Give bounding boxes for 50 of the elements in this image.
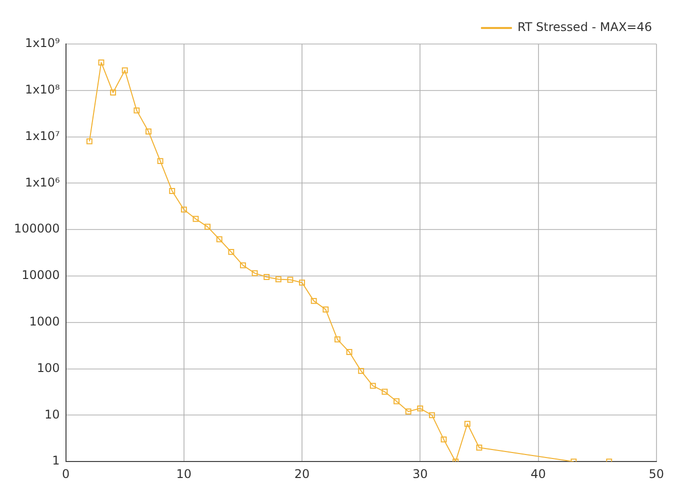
point — [110, 90, 116, 96]
point — [346, 349, 352, 355]
point — [216, 236, 222, 242]
point — [157, 158, 164, 164]
point — [122, 67, 128, 74]
y-tick-label: 1x10⁶ — [24, 175, 60, 190]
point — [405, 408, 412, 414]
point — [310, 298, 317, 304]
y-tick-label: 100000 — [14, 222, 60, 236]
point — [417, 405, 424, 412]
x-tick-label: 10 — [176, 466, 192, 481]
y-tick-label: 1 — [52, 454, 60, 468]
point — [180, 206, 187, 213]
y-tick-label: 1x10⁸ — [24, 82, 60, 97]
point — [146, 128, 152, 134]
point — [86, 138, 92, 144]
point — [334, 336, 340, 342]
point — [382, 388, 388, 395]
point — [192, 216, 199, 222]
x-tick-label: 20 — [294, 466, 310, 481]
y-tick-label: 10 — [44, 407, 60, 422]
y-tick-label: 1000 — [29, 314, 60, 329]
legend-label: RT Stressed - MAX=46 — [517, 20, 652, 34]
point — [464, 420, 470, 427]
y-tick-label: 1x10⁹ — [24, 36, 60, 50]
x-tick-label: 30 — [412, 466, 428, 481]
point — [370, 382, 376, 389]
point — [275, 276, 282, 282]
point — [228, 248, 234, 255]
point — [476, 444, 482, 451]
x-tick-label: 50 — [648, 466, 664, 481]
point — [322, 306, 329, 312]
point — [98, 59, 104, 66]
point — [440, 436, 447, 442]
x-tick-label: 0 — [62, 466, 70, 481]
point — [358, 368, 364, 374]
point — [134, 107, 140, 114]
point — [264, 274, 270, 280]
y-tick-label: 100 — [36, 360, 60, 375]
point — [394, 398, 400, 404]
point — [204, 224, 211, 230]
y-tick-label: 10000 — [22, 268, 60, 282]
y-tick-label: 1x10⁷ — [24, 128, 60, 143]
point — [428, 412, 435, 418]
point — [169, 188, 176, 194]
point — [299, 280, 306, 286]
point — [252, 270, 258, 276]
point — [287, 276, 294, 283]
x-tick-label: 40 — [530, 466, 546, 481]
point — [240, 262, 246, 268]
